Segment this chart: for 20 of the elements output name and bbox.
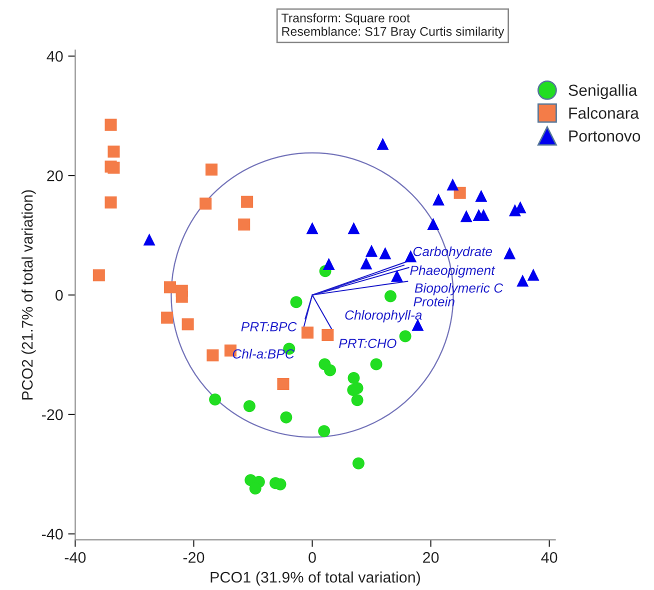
- legend-label: Portonovo: [569, 130, 640, 142]
- y-tick-label: 0: [56, 290, 63, 301]
- y-tick-label: -20: [42, 409, 63, 420]
- x-tick-label: -40: [64, 552, 86, 563]
- x-axis-title: PCO1 (31.9% of total variation): [210, 571, 420, 586]
- x-tick-label: 0: [308, 552, 316, 563]
- y-tick-label: 40: [46, 50, 63, 62]
- series-label: PRT:CHO: [338, 338, 396, 348]
- text: Resemblance: S17 Bray Curtis similarity: [282, 26, 504, 38]
- y-tick-label: 20: [47, 170, 63, 182]
- legend-label: Falconara: [569, 107, 639, 119]
- x-tick-label: 40: [541, 552, 558, 563]
- x-tick-label: 20: [423, 552, 439, 563]
- text: Transform: Square root: [282, 13, 410, 25]
- y-tick-label: -40: [42, 528, 63, 540]
- x-tick-label: -20: [183, 552, 204, 563]
- legend-label: Senigallia: [568, 84, 638, 100]
- series-label: PRT:BPC: [241, 322, 297, 332]
- series-label: Chlorophyll-a: [345, 310, 422, 322]
- y-axis-title: PCO2 (21.7% of total variation): [22, 190, 36, 400]
